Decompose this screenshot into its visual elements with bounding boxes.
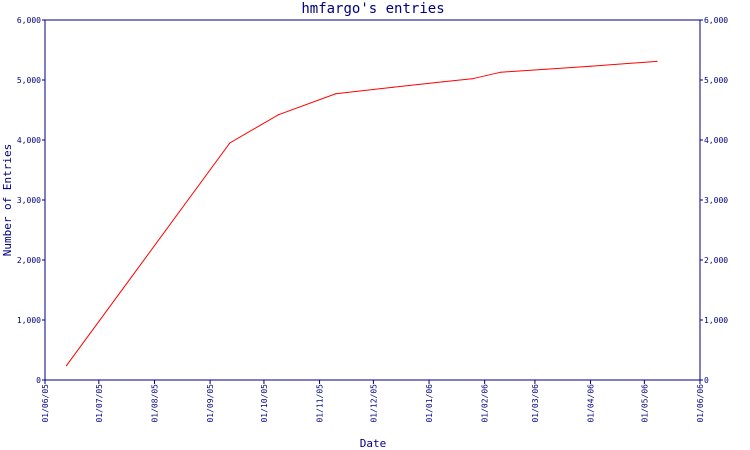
y-tick-label-left: 4,000 — [17, 136, 41, 145]
x-tick-label: 01/01/06 — [425, 384, 434, 423]
y-tick-label-right: 6,000 — [704, 16, 728, 25]
x-axis-label: Date — [360, 437, 387, 450]
plot-area-frame — [44, 19, 701, 381]
x-tick-label: 01/09/05 — [206, 384, 215, 423]
data-point — [392, 86, 394, 88]
series-line — [66, 60, 657, 366]
data-point — [471, 78, 473, 80]
x-tick-label: 01/12/05 — [369, 384, 378, 423]
data-point — [277, 114, 279, 116]
y-tick-label-right: 2,000 — [704, 256, 728, 265]
x-tick-label: 01/06/06 — [696, 384, 705, 423]
x-tick-label: 01/03/06 — [531, 384, 540, 423]
y-tick-label-left: 6,000 — [17, 16, 41, 25]
y-tick-label-left: 1,000 — [17, 316, 41, 325]
x-tick-label: 01/08/05 — [150, 384, 159, 423]
x-tick-label: 01/02/06 — [481, 384, 490, 423]
y-tick-label-right: 4,000 — [704, 136, 728, 145]
data-point — [500, 71, 502, 73]
y-tick-label-left: 5,000 — [17, 76, 41, 85]
x-tick-label: 01/04/06 — [587, 384, 596, 423]
y-tick-label-right: 3,000 — [704, 196, 728, 205]
data-point — [545, 68, 547, 70]
data-point — [335, 93, 337, 95]
y-tick-label-right: 5,000 — [704, 76, 728, 85]
chart-title: hmfargo's entries — [301, 1, 444, 17]
x-tick-label: 01/05/06 — [640, 384, 649, 423]
x-tick-label: 01/10/05 — [260, 384, 269, 423]
x-tick-label: 01/06/05 — [41, 384, 50, 423]
ticks-layer: 0 0 1,000 1,000 2,000 2,000 3,000 3,000 4,000 4,0… — [17, 16, 728, 423]
y-tick-label-left: 2,000 — [17, 256, 41, 265]
x-tick-label: 01/11/05 — [316, 384, 325, 423]
data-point — [65, 365, 68, 367]
series-layer — [65, 60, 658, 367]
data-point — [656, 60, 658, 63]
data-point — [442, 81, 444, 83]
x-tick-label: 01/07/05 — [95, 384, 104, 423]
y-tick-label-left: 3,000 — [17, 196, 41, 205]
y-tick-label-left: 0 — [36, 376, 41, 385]
data-point — [229, 142, 231, 144]
y-axis-label: Number of Entries — [1, 144, 14, 257]
y-tick-label-right: 0 — [704, 376, 709, 385]
y-tick-label-right: 1,000 — [704, 316, 728, 325]
data-point — [589, 65, 592, 67]
